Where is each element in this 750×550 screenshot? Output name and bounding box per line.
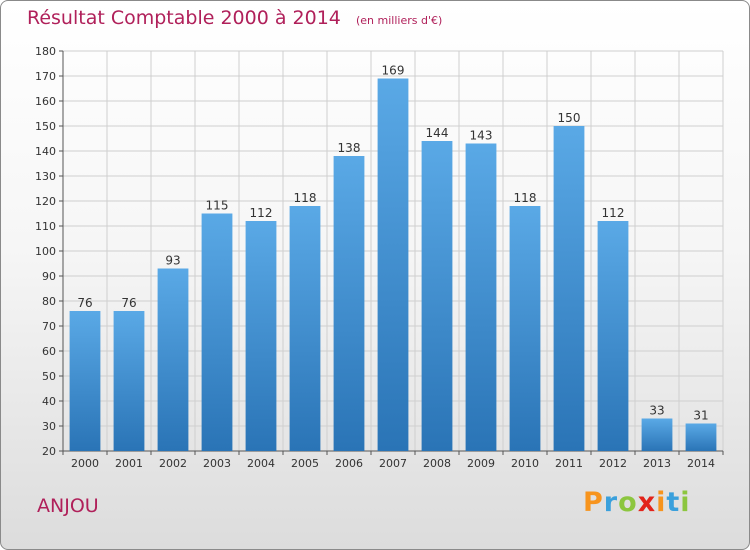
y-tick-label: 20 (42, 445, 56, 458)
bar (289, 206, 321, 451)
y-tick-label: 130 (35, 170, 56, 183)
x-tick-label: 2003 (203, 457, 231, 470)
bar (641, 418, 673, 451)
logo-letter: i (680, 487, 691, 518)
data-label: 150 (558, 111, 581, 125)
x-tick-label: 2011 (555, 457, 583, 470)
data-label: 138 (338, 141, 361, 155)
x-tick-label: 2008 (423, 457, 451, 470)
data-label: 93 (165, 254, 180, 268)
x-tick-label: 2007 (379, 457, 407, 470)
bar (597, 221, 629, 451)
data-label: 112 (602, 206, 625, 220)
bar (553, 126, 585, 451)
y-tick-label: 140 (35, 145, 56, 158)
proxiti-logo: Proxiti (583, 487, 691, 518)
bar (421, 141, 453, 451)
data-label: 144 (426, 126, 449, 140)
data-label: 118 (294, 191, 317, 205)
x-tick-label: 2000 (71, 457, 99, 470)
x-tick-label: 2013 (643, 457, 671, 470)
x-tick-label: 2002 (159, 457, 187, 470)
logo-letter: r (603, 487, 619, 518)
x-tick-label: 2009 (467, 457, 495, 470)
y-tick-label: 70 (42, 320, 56, 333)
bar (245, 221, 277, 451)
bar (69, 311, 101, 451)
x-tick-label: 2012 (599, 457, 627, 470)
x-tick-label: 2006 (335, 457, 363, 470)
chart-subtitle: (en milliers d'€) (355, 14, 443, 27)
x-tick-label: 2010 (511, 457, 539, 470)
x-tick-label: 2005 (291, 457, 319, 470)
data-label: 112 (250, 206, 273, 220)
data-label: 76 (121, 296, 136, 310)
x-tick-label: 2014 (687, 457, 715, 470)
y-tick-label: 110 (35, 220, 56, 233)
data-label: 31 (693, 409, 708, 423)
data-label: 76 (77, 296, 92, 310)
x-tick-label: 2001 (115, 457, 143, 470)
data-label: 118 (514, 191, 537, 205)
logo-letter: P (583, 487, 604, 518)
y-tick-label: 30 (42, 420, 56, 433)
logo-letter: x (637, 487, 657, 518)
chart-title: Résultat Comptable 2000 à 2014 (27, 7, 341, 29)
bars (69, 78, 717, 451)
data-label: 143 (470, 129, 493, 143)
y-tick-label: 80 (42, 295, 56, 308)
y-tick-label: 120 (35, 195, 56, 208)
logo-letter: o (618, 487, 638, 518)
bar (509, 206, 541, 451)
value-labels: 76 76 93 115 112 118 138 169 144 143 118 150 112 33 31 (77, 64, 708, 423)
axes: 20 30 40 50 60 70 80 90 100 110 120 130 140 150 160 170… (35, 45, 724, 470)
y-tick-label: 90 (42, 270, 56, 283)
bar (377, 78, 409, 451)
x-tick-label: 2004 (247, 457, 275, 470)
data-label: 115 (206, 199, 229, 213)
y-tick-label: 180 (35, 45, 56, 58)
logo-letter: i (656, 487, 667, 518)
y-tick-label: 40 (42, 395, 56, 408)
y-tick-label: 100 (35, 245, 56, 258)
y-tick-label: 50 (42, 370, 56, 383)
bar (333, 156, 365, 451)
bar (201, 213, 233, 451)
data-label: 169 (382, 64, 405, 78)
y-tick-label: 170 (35, 70, 56, 83)
chart-header: Résultat Comptable 2000 à 2014 (en milli… (27, 7, 442, 29)
bar (465, 143, 497, 451)
y-tick-label: 150 (35, 120, 56, 133)
logo-letter: t (666, 487, 681, 518)
y-tick-label: 60 (42, 345, 56, 358)
y-tick-label: 160 (35, 95, 56, 108)
data-label: 33 (649, 404, 664, 418)
bar (685, 423, 717, 451)
bar (157, 268, 189, 451)
bar (113, 311, 145, 451)
commune-name: ANJOU (37, 495, 99, 517)
